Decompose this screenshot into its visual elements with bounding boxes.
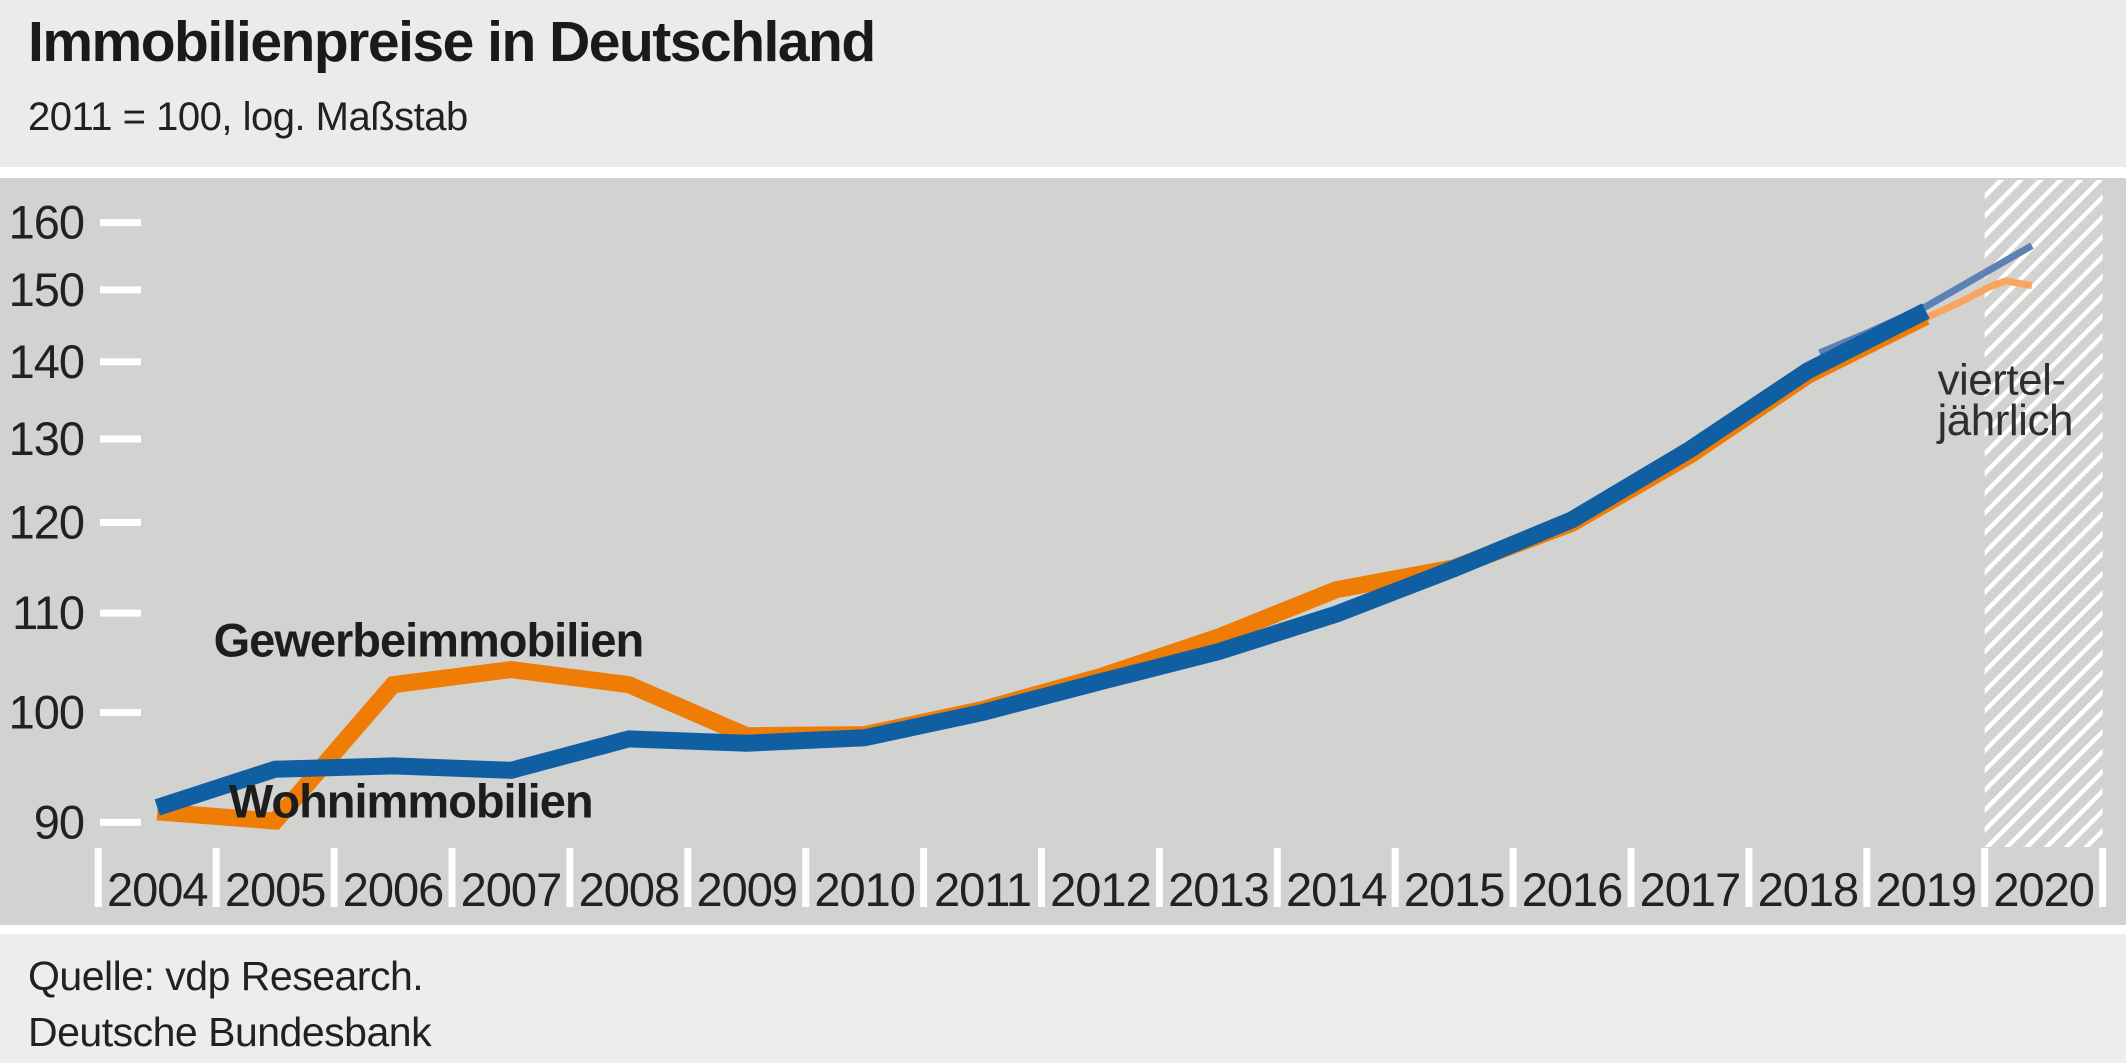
y-tick-label: 110: [12, 586, 84, 639]
x-tick-label: 2018: [1758, 863, 1859, 916]
x-tick-label: 2012: [1050, 863, 1151, 916]
chart-header: Immobilienpreise in Deutschland 2011 = 1…: [0, 0, 2126, 167]
quarterly-annotation-line-2: jährlich: [1936, 396, 2073, 445]
x-tick-label: 2015: [1404, 863, 1505, 916]
page-title: Immobilienpreise in Deutschland: [28, 10, 876, 74]
x-tick: [1273, 848, 1281, 907]
y-tick-label: 120: [9, 495, 84, 548]
series-line-gewerbeimmobilien-viertelj-hrlich: [1924, 277, 2033, 322]
x-tick: [1745, 848, 1753, 907]
x-tick-label: 2017: [1640, 863, 1741, 916]
x-tick-label: 2005: [225, 863, 326, 916]
y-tick: [100, 708, 141, 716]
series-line-gewerbeimmobilien: [156, 308, 1930, 830]
y-tick: [100, 435, 141, 443]
y-tick-label: 150: [9, 263, 84, 316]
x-tick-label: 2020: [1993, 863, 2094, 916]
x-tick: [2099, 848, 2107, 907]
x-tick-label: 2019: [1875, 863, 1976, 916]
x-tick-label: 2007: [461, 863, 562, 916]
x-tick-label: 2006: [343, 863, 444, 916]
x-tick: [566, 848, 574, 907]
x-tick: [1038, 848, 1045, 907]
x-tick: [448, 848, 456, 907]
x-tick-label: 2009: [696, 863, 797, 916]
x-tick: [1863, 848, 1871, 907]
x-tick-label: 2014: [1286, 863, 1387, 916]
chart-footer: Quelle: vdp Research. Deutsche Bundesban…: [0, 934, 2126, 1063]
x-tick: [94, 848, 102, 907]
x-tick: [330, 848, 338, 907]
y-tick: [100, 818, 141, 826]
quarterly-hatch-region: [1984, 180, 2103, 847]
x-tick: [1627, 848, 1635, 907]
x-tick-label: 2010: [814, 863, 915, 916]
x-tick: [684, 848, 692, 907]
y-tick: [100, 518, 141, 526]
y-tick: [100, 609, 141, 617]
y-tick: [100, 286, 141, 294]
x-tick: [1155, 848, 1163, 907]
x-tick: [802, 848, 810, 907]
y-tick: [100, 219, 141, 227]
x-tick-label: 2013: [1168, 863, 1269, 916]
quarterly-annotation-line-1: viertel-: [1938, 355, 2066, 404]
series-line-wohnimmobilien: [154, 303, 1930, 816]
y-tick-label: 100: [9, 685, 84, 738]
y-tick: [100, 358, 141, 366]
x-tick: [920, 848, 928, 907]
x-tick: [1981, 848, 1989, 907]
publisher-note: Deutsche Bundesbank: [28, 1009, 432, 1055]
x-tick: [1509, 848, 1517, 907]
y-tick-label: 140: [9, 335, 84, 388]
x-tick-label: 2008: [579, 863, 680, 916]
y-tick-label: 90: [34, 795, 84, 848]
plot-area: 90 100 110 120 130 140 150 160 2004 2005 2006 2007 2…: [0, 178, 2126, 925]
x-tick-label: 2004: [107, 863, 208, 916]
series-label-wohnimmobilien: Wohnimmobilien: [229, 775, 593, 828]
chart-subtitle: 2011 = 100, log. Maßstab: [28, 95, 468, 139]
x-tick: [1391, 848, 1399, 907]
x-tick-label: 2011: [934, 863, 1031, 916]
x-tick: [212, 848, 220, 907]
series-label-gewerbeimmobilien: Gewerbeimmobilien: [214, 614, 644, 667]
price-chart-svg: 90 100 110 120 130 140 150 160 2004 2005 2006 2007 2…: [9, 180, 2107, 916]
source-note: Quelle: vdp Research.: [28, 953, 424, 999]
x-tick-label: 2016: [1522, 863, 1623, 916]
y-tick-label: 160: [9, 196, 84, 249]
y-tick-label: 130: [9, 412, 84, 465]
